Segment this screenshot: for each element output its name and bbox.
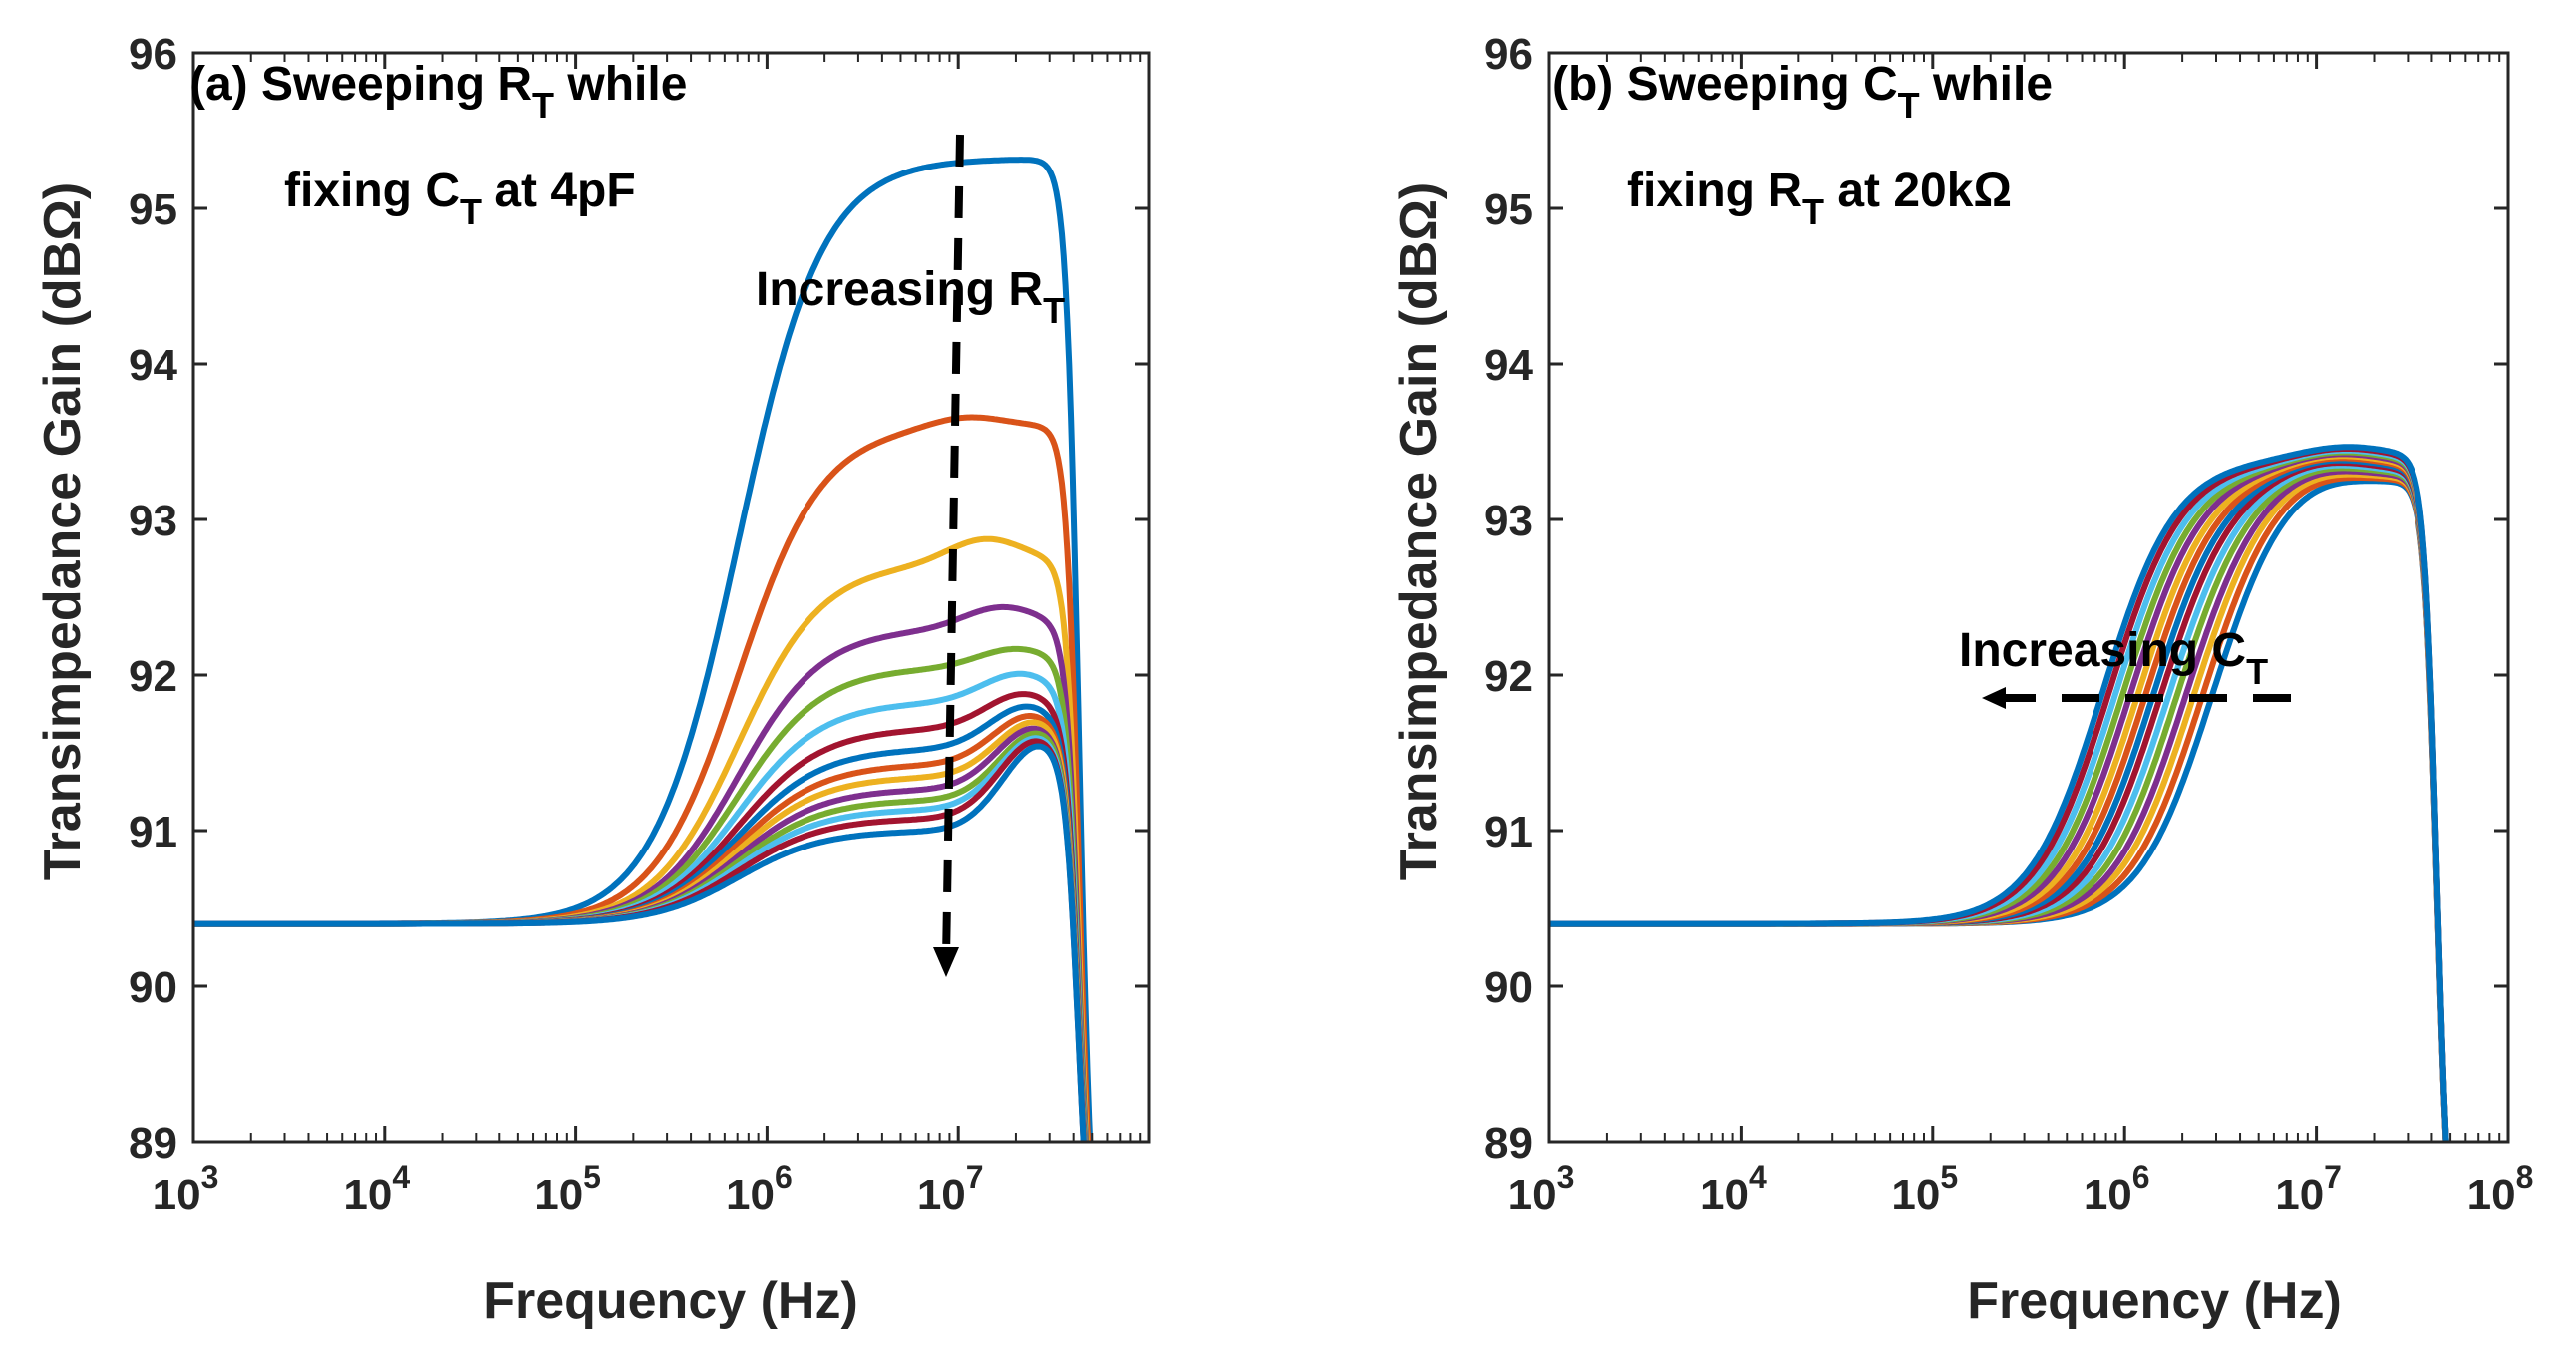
y-tick-label: 94 [1484,341,1533,390]
x-tick-label: 108 [2467,1159,2534,1219]
y-tick-label: 91 [129,808,177,856]
panel-b-title-line2: fixing RT at 20kΩ [1627,165,2012,232]
panel-b: Transimpedance Gain (dBΩ) Frequency (Hz)… [1390,30,2533,1330]
y-tick-label: 92 [129,652,177,701]
y-tick-label: 89 [129,1119,177,1168]
x-tick-label: 105 [1891,1159,1958,1219]
y-tick-label: 92 [1484,652,1533,701]
x-tick-label: 105 [534,1159,601,1219]
panel-a-title-line2: fixing CT at 4pF [284,165,636,232]
panel-a: Transimpedance Gain (dBΩ) Frequency (Hz)… [34,30,1151,1330]
x-tick-label: 104 [1700,1159,1767,1219]
y-tick-label: 91 [1484,808,1533,856]
y-tick-label: 96 [1484,30,1533,79]
panel-a-arrow [933,134,964,977]
panel-b-yticks: 89 90 91 92 93 94 95 96 [1484,30,1533,1168]
y-tick-label: 93 [129,497,177,545]
y-tick-label: 93 [1484,497,1533,545]
panel-b-xlabel: Frequency (Hz) [1967,1272,2342,1330]
y-tick-label: 95 [1484,185,1533,234]
panel-b-axes [1547,51,2510,1144]
x-tick-label: 103 [1508,1159,1575,1219]
y-tick-label: 90 [1484,963,1533,1012]
x-tick-label: 107 [917,1159,984,1219]
panel-b-xticks: 103 104 105 106 107 108 [1508,1159,2534,1219]
x-tick-label: 106 [2084,1159,2150,1219]
panel-b-ylabel: Transimpedance Gain (dBΩ) [1390,182,1448,881]
panel-a-annotation: Increasing RT [756,263,1065,331]
y-tick-label: 89 [1484,1119,1533,1168]
panel-b-title-line1: (b) Sweeping CT while [1552,58,2053,126]
panel-a-ylabel: Transimpedance Gain (dBΩ) [34,182,92,881]
y-tick-label: 94 [129,341,177,390]
x-tick-label: 107 [2275,1159,2342,1219]
panel-a-axes [191,51,1151,1144]
panel-b-annotation: Increasing CT [1959,624,2268,692]
panel-b-arrow [1982,687,2291,709]
plot-frame [191,51,1151,1144]
y-tick-label: 96 [129,30,177,79]
panel-a-title-line1: (a) Sweeping RT while [189,58,687,126]
y-tick-label: 95 [129,185,177,234]
panel-b-lines [1549,444,2449,1142]
panel-a-xticks: 103 104 105 106 107 [153,1159,984,1219]
panel-a-xlabel: Frequency (Hz) [483,1272,858,1330]
y-tick-label: 90 [129,963,177,1012]
x-tick-label: 106 [726,1159,793,1219]
x-tick-label: 104 [343,1159,410,1219]
panel-a-yticks: 89 90 91 92 93 94 95 96 [129,30,177,1168]
x-tick-label: 103 [153,1159,219,1219]
series-line-15 [1549,444,2449,1142]
plot-frame [1547,51,2510,1144]
